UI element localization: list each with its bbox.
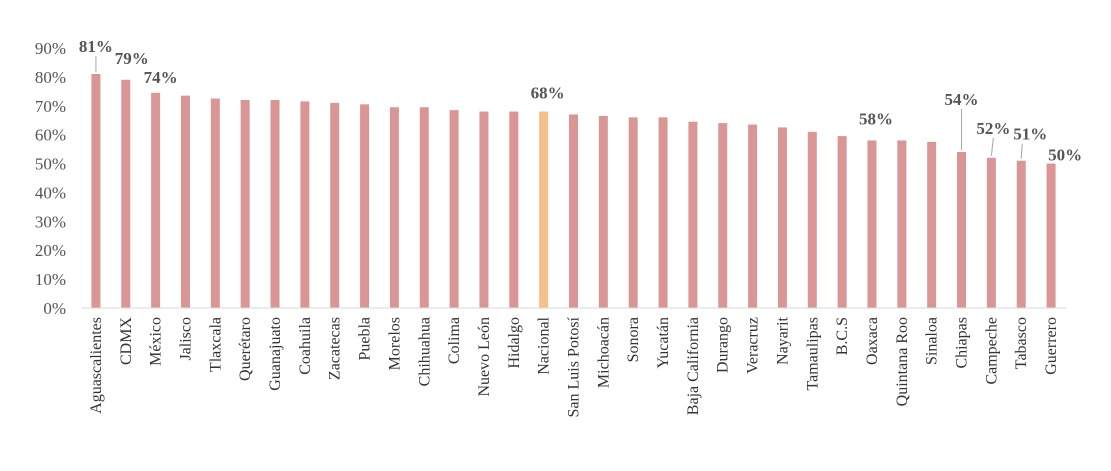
bar-sinaloa bbox=[927, 141, 937, 308]
y-tick-label: 10% bbox=[35, 270, 66, 289]
x-tick-label: Chiapas bbox=[954, 317, 971, 369]
y-tick-label: 40% bbox=[35, 183, 66, 202]
x-tick-label: Puebla bbox=[357, 317, 374, 361]
x-tick-label: Baja California bbox=[685, 317, 702, 415]
x-tick-label: Tlaxcala bbox=[207, 317, 224, 372]
x-tick-label: Nuevo León bbox=[476, 317, 493, 397]
bar-durango bbox=[718, 123, 728, 308]
x-tick-label: Sinaloa bbox=[924, 317, 941, 365]
bar-aguascalientes bbox=[91, 74, 101, 308]
x-tick-label: Hidalgo bbox=[506, 317, 523, 369]
x-tick-label: Sonora bbox=[625, 317, 642, 362]
x-tick-label: Morelos bbox=[386, 317, 403, 370]
label-leader-lines bbox=[95, 56, 1023, 159]
data-label: 81% bbox=[79, 37, 113, 56]
bar-hidalgo bbox=[509, 111, 519, 308]
bar-b-c-s bbox=[837, 136, 847, 308]
x-tick-label: Tabasco bbox=[1013, 317, 1030, 369]
bar-baja-california bbox=[688, 121, 698, 309]
x-tick-label: Colima bbox=[446, 317, 463, 364]
data-label: 68% bbox=[531, 84, 565, 103]
bar-guanajuato bbox=[270, 100, 280, 308]
bar-chihuahua bbox=[419, 107, 429, 308]
data-label: 74% bbox=[144, 68, 178, 87]
x-tick-label: Michoacán bbox=[595, 317, 612, 388]
x-tick-label: Jalisco bbox=[177, 317, 194, 361]
x-tick-label: Nayarit bbox=[774, 316, 791, 365]
x-tick-label: Aguascalientes bbox=[88, 317, 105, 414]
bar-tamaulipas bbox=[807, 131, 817, 308]
x-tick-label: CDMX bbox=[118, 317, 135, 365]
x-tick-label: Nacional bbox=[536, 316, 553, 374]
bar-morelos bbox=[389, 107, 399, 308]
bar-campeche bbox=[986, 157, 996, 308]
y-tick-label: 60% bbox=[35, 126, 66, 145]
x-tick-label: Chihuahua bbox=[416, 317, 433, 386]
bar-nacional bbox=[539, 111, 549, 308]
data-label: 54% bbox=[945, 90, 979, 109]
bar-veracruz bbox=[748, 124, 758, 308]
bar-guerrero bbox=[1046, 163, 1056, 308]
data-label: 51% bbox=[1013, 125, 1047, 144]
bar-nayarit bbox=[777, 127, 787, 308]
x-tick-label: Veracruz bbox=[745, 317, 762, 374]
bar-jalisco bbox=[180, 95, 190, 309]
y-tick-label: 20% bbox=[35, 241, 66, 260]
bar-puebla bbox=[360, 104, 370, 308]
bar-san-luis-potosí bbox=[569, 114, 578, 308]
leader-line bbox=[990, 137, 994, 156]
x-tick-label: Campeche bbox=[983, 317, 1000, 385]
x-tick-label: Zacatecas bbox=[327, 317, 344, 380]
x-tick-label: San Luis Potosí bbox=[566, 316, 583, 417]
bar-colima bbox=[449, 110, 459, 308]
x-tick-label: Tamaulipas bbox=[804, 317, 821, 391]
bar-querétaro bbox=[240, 100, 250, 308]
x-tick-label: Durango bbox=[715, 317, 732, 373]
x-axis-labels: Aguascalientes CDMX México Jalisco Tlaxcala Q… bbox=[88, 316, 1060, 417]
bar-coahuila bbox=[300, 101, 310, 308]
bar-oaxaca bbox=[867, 140, 877, 308]
bars bbox=[91, 74, 1056, 309]
bar-quintana-roo bbox=[897, 140, 907, 308]
bar-méxico bbox=[151, 92, 161, 309]
bar-michoacán bbox=[598, 115, 608, 308]
x-tick-label: B.C.S bbox=[834, 317, 851, 355]
x-tick-label: Quintana Roo bbox=[894, 317, 911, 406]
x-tick-label: México bbox=[148, 317, 165, 366]
bar-sonora bbox=[628, 117, 638, 308]
leader-line bbox=[1020, 143, 1023, 159]
x-tick-label: Guerrero bbox=[1043, 317, 1060, 375]
y-axis: 0% 10% 20% 30% 40% 50% 60% 70% 80% 90% bbox=[35, 39, 66, 318]
bar-yucatán bbox=[658, 117, 668, 308]
bar-cdmx bbox=[121, 79, 131, 309]
bar-tlaxcala bbox=[210, 98, 220, 308]
x-tick-label: Oaxaca bbox=[864, 317, 881, 365]
bar-nuevo-león bbox=[479, 111, 489, 308]
y-tick-label: 80% bbox=[35, 68, 66, 87]
y-tick-label: 50% bbox=[35, 155, 66, 174]
x-tick-label: Querétaro bbox=[237, 317, 254, 381]
data-label: 52% bbox=[976, 119, 1010, 138]
bar-chiapas bbox=[957, 152, 967, 308]
data-label: 58% bbox=[859, 109, 893, 128]
y-tick-label: 70% bbox=[35, 97, 66, 116]
y-tick-label: 30% bbox=[35, 212, 66, 231]
bar-tabasco bbox=[1016, 160, 1026, 308]
y-tick-label: 0% bbox=[43, 299, 66, 318]
data-label: 79% bbox=[115, 49, 149, 68]
x-tick-label: Yucatán bbox=[655, 317, 672, 369]
data-label: 50% bbox=[1048, 146, 1082, 165]
y-tick-label: 90% bbox=[35, 39, 66, 58]
x-tick-label: Guanajuato bbox=[267, 317, 284, 391]
bar-zacatecas bbox=[330, 102, 340, 308]
x-tick-label: Coahuila bbox=[297, 317, 314, 375]
data-labels: 81%79%74% 68% 58% 54% 52% 51%50% bbox=[79, 37, 1082, 165]
